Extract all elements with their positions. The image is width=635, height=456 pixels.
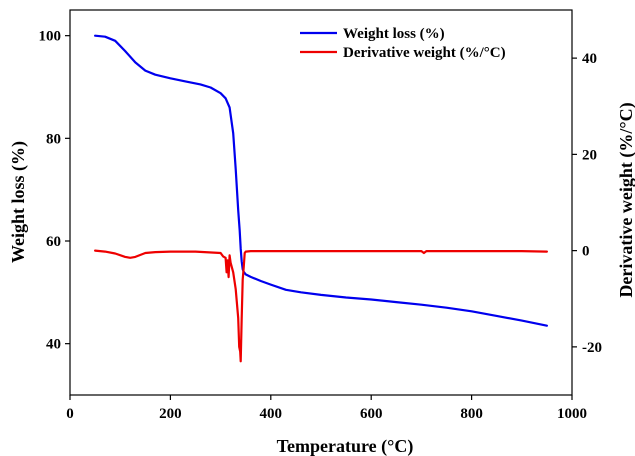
x-axis-title: Temperature (°C) <box>277 436 414 456</box>
left-tick-label: 80 <box>46 131 61 147</box>
right-axis-ticks: -20 0 20 40 <box>572 51 602 356</box>
left-tick-label: 40 <box>46 337 61 353</box>
right-tick-label: 40 <box>582 51 597 67</box>
right-axis-title: Derivative weight (%/°C) <box>616 102 635 297</box>
series-line-weight-loss <box>93 34 549 327</box>
x-tick-label: 1000 <box>557 406 587 422</box>
bottom-axis-ticks: 0 200 400 600 800 1000 <box>66 395 587 422</box>
x-tick-label: 200 <box>159 406 182 422</box>
x-tick-label: 0 <box>66 406 74 422</box>
left-axis-title: Weight loss (%) <box>8 141 29 263</box>
right-tick-label: 0 <box>582 244 590 260</box>
left-tick-label: 60 <box>46 234 61 250</box>
left-tick-label: 100 <box>39 29 62 45</box>
legend-label-weight-loss: Weight loss (%) <box>343 26 445 42</box>
legend: Weight loss (%) Derivative weight (%/°C) <box>300 26 506 61</box>
x-tick-label: 600 <box>360 406 383 422</box>
series-line-derivative-weight <box>93 249 549 363</box>
right-tick-label: 20 <box>582 147 597 163</box>
x-tick-label: 800 <box>460 406 483 422</box>
plot-frame <box>69 9 573 396</box>
left-axis-ticks: 40 60 80 100 <box>39 29 70 353</box>
right-tick-label: -20 <box>582 340 602 356</box>
x-tick-label: 400 <box>260 406 283 422</box>
series-layer <box>93 34 549 363</box>
legend-label-derivative: Derivative weight (%/°C) <box>343 45 506 61</box>
